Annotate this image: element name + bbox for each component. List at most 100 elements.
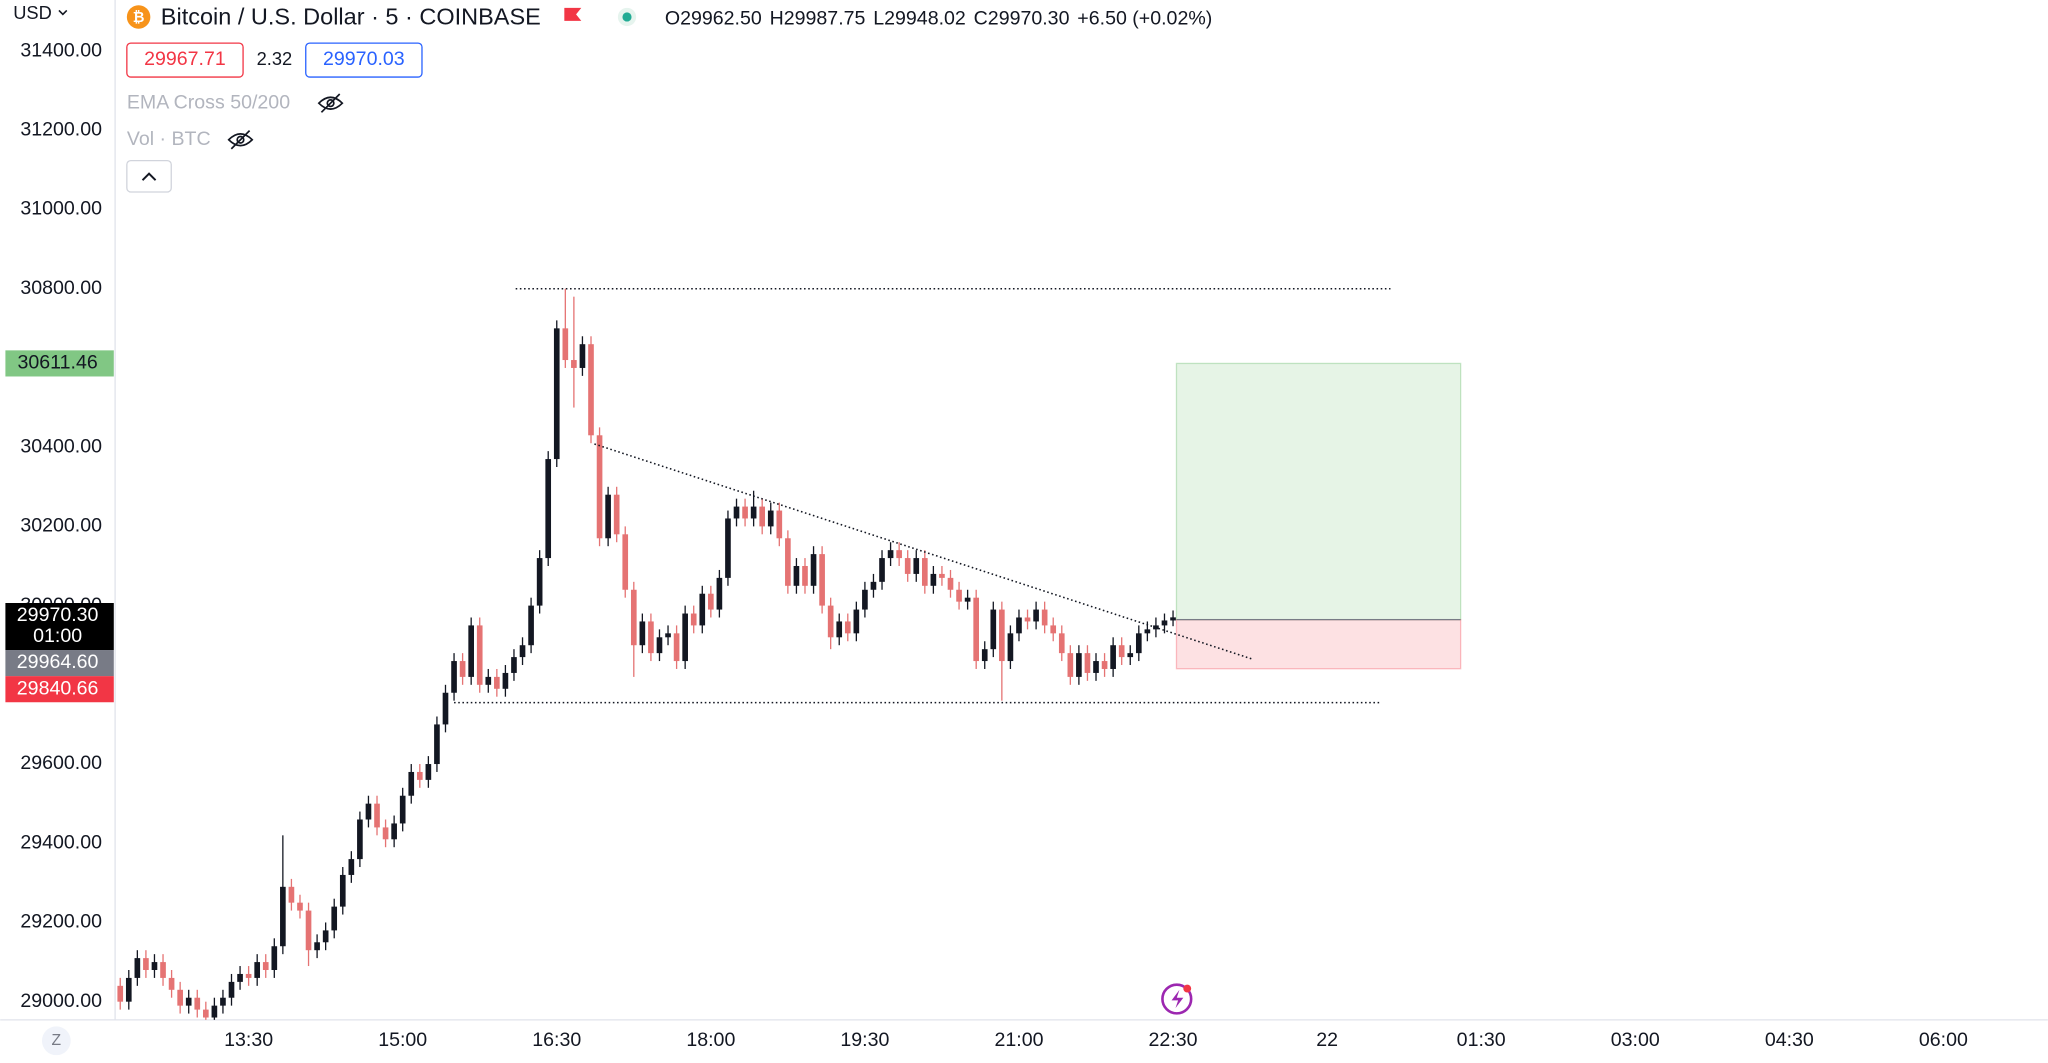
candle-body	[331, 906, 338, 931]
timezone-button-bg[interactable]	[41, 1026, 71, 1056]
candle-body	[134, 958, 141, 978]
candle-body	[1135, 633, 1142, 654]
countdown: 01:00	[33, 625, 82, 647]
candle-body	[511, 657, 517, 673]
candle-body	[981, 649, 988, 662]
y-tick-label: 31400.00	[20, 39, 102, 61]
candle-body	[964, 597, 971, 602]
candle-body	[1058, 633, 1065, 654]
candle-body	[656, 637, 663, 654]
candle-body	[793, 565, 800, 586]
y-tick-label: 30400.00	[20, 435, 102, 457]
target-price-tag	[5, 350, 114, 377]
candle-body	[579, 344, 586, 368]
ohlc-key: L	[873, 8, 884, 30]
trendline	[594, 443, 1254, 661]
candle-body	[297, 902, 303, 911]
candle-body	[314, 942, 320, 951]
candle-body	[485, 676, 492, 685]
x-tick-label: 03:00	[1611, 1029, 1660, 1051]
candle-body	[245, 973, 252, 978]
candle-body	[639, 621, 646, 646]
coin-icon-glyph: ₿	[133, 10, 145, 26]
flag-icon[interactable]	[564, 7, 582, 21]
candle-body	[1110, 645, 1116, 669]
candle-body	[391, 823, 397, 840]
hidden-eye-icon[interactable]	[227, 129, 254, 150]
candle-body	[562, 328, 569, 361]
candle-body	[528, 605, 534, 646]
stop-price-tag	[5, 676, 114, 703]
candle-body	[1007, 633, 1014, 662]
candle-body	[913, 558, 920, 574]
candle-body	[802, 565, 808, 586]
currency[interactable]: USD	[13, 2, 52, 23]
candle-body	[434, 724, 440, 765]
candle-body	[819, 554, 825, 606]
candle-body	[725, 518, 731, 578]
candle-body	[177, 989, 183, 1006]
candle-body	[956, 589, 962, 602]
candle-body	[1118, 645, 1125, 658]
candle-body	[271, 946, 278, 970]
position-profit-zone	[1175, 362, 1462, 621]
plot-area	[117, 287, 1462, 1020]
buy-button[interactable]	[305, 42, 423, 78]
candle-body	[733, 506, 740, 519]
candle-body	[305, 910, 312, 951]
candle-body	[339, 874, 346, 907]
candle-body	[699, 593, 706, 626]
candle-body	[143, 958, 149, 970]
events-bolt	[1171, 989, 1184, 1009]
x-tick-label: 19:30	[840, 1029, 889, 1051]
candle-body	[1016, 617, 1022, 634]
y-tick-label: 31200.00	[20, 118, 102, 140]
x-tick-label: 16:30	[532, 1029, 581, 1051]
candle-body	[947, 577, 954, 590]
change: +6.50 (+0.02%)	[1077, 8, 1212, 30]
candle-body	[280, 886, 286, 947]
ohlc-key: H	[770, 8, 784, 30]
hidden-eye-icon[interactable]	[317, 93, 344, 113]
y-tick-label: 29600.00	[20, 752, 102, 774]
x-tick-label: 18:00	[686, 1029, 735, 1051]
bid-price[interactable]: 29967.71	[144, 48, 226, 70]
timezone-button[interactable]: Z	[52, 1032, 62, 1049]
candle-body	[776, 510, 783, 539]
candle-body	[399, 795, 406, 824]
ohlc-key: C	[974, 8, 988, 30]
axes: 31400.00 31200.00 31000.00 30800.00 30400.00…	[5, 39, 1968, 1051]
ohlc-legend: O29962.50 H29987.75 L29948.02 C29970.30 +6.5…	[665, 8, 1212, 30]
candle-body	[211, 1005, 218, 1018]
candle-body	[605, 494, 611, 539]
candle-body	[1101, 661, 1108, 669]
spread: 2.32	[257, 48, 293, 69]
candle-body	[203, 1009, 209, 1018]
candle-body	[168, 977, 175, 990]
y-tick-label: 29200.00	[20, 911, 102, 933]
candle-body	[160, 962, 166, 978]
candle-body	[416, 771, 423, 780]
candle-body	[939, 573, 945, 578]
candle-body	[673, 633, 680, 662]
x-tick-label: 13:30	[224, 1029, 273, 1051]
candle-body	[519, 645, 526, 658]
candle-body	[1093, 661, 1099, 673]
x-tick-label: 15:00	[378, 1029, 427, 1051]
indicator-label[interactable]: EMA Cross 50/200	[127, 91, 290, 113]
symbol-title[interactable]: Bitcoin / U.S. Dollar · 5 · COINBASE	[161, 3, 541, 29]
ask-price[interactable]: 29970.03	[323, 48, 405, 70]
y-tick-label: 30800.00	[20, 277, 102, 299]
candle-body	[468, 625, 474, 677]
collapse-button[interactable]	[126, 159, 172, 193]
candle-body	[896, 550, 902, 559]
candle-body	[237, 973, 243, 982]
sell-button[interactable]	[126, 42, 244, 78]
indicator-label[interactable]: Vol · BTC	[127, 128, 211, 150]
last-price-label: 29970.30	[17, 604, 99, 626]
candle-body	[262, 962, 269, 970]
candle-body	[254, 962, 261, 978]
candle-body	[494, 676, 500, 689]
